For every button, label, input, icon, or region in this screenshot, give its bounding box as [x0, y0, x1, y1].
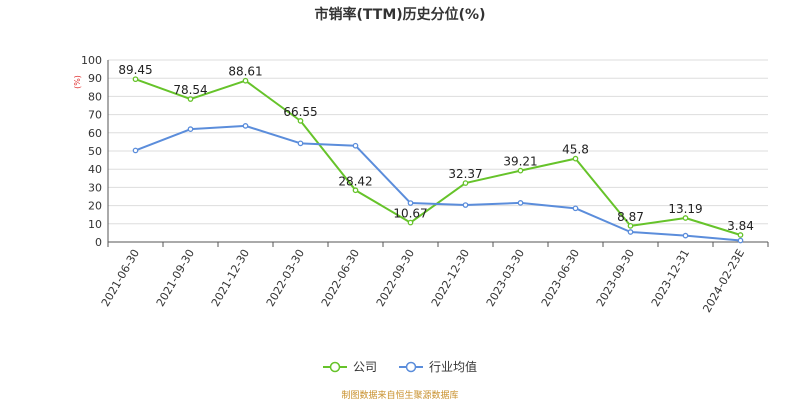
- grid-lines: [108, 59, 768, 225]
- y-tick-label: 70: [88, 109, 102, 122]
- series-point-1: [462, 202, 469, 208]
- series-point-0: [352, 187, 359, 194]
- x-tick-label: 2022-06-30: [319, 247, 362, 309]
- y-tick-label: 100: [81, 54, 102, 67]
- x-tick-label: 2022-12-30: [429, 247, 472, 309]
- series-point-0: [132, 76, 139, 83]
- series-line-1: [135, 124, 741, 242]
- y-tick-label: 0: [95, 236, 102, 249]
- data-label: 32.37: [448, 167, 482, 181]
- y-tick-label: 10: [88, 218, 102, 231]
- series-line-0: [135, 78, 741, 236]
- series-point-1: [187, 126, 194, 133]
- y-tick-label: 40: [88, 163, 102, 176]
- series-point-1: [132, 147, 139, 154]
- legend-item-company[interactable]: 公司: [322, 358, 377, 375]
- x-tick-label: 2021-06-30: [99, 247, 142, 309]
- x-tick-label: 2023-06-30: [539, 247, 582, 309]
- series-point-0: [737, 232, 744, 238]
- series-point-0: [242, 77, 249, 84]
- x-tick-label: 2023-09-30: [594, 247, 637, 309]
- y-axis-unit: (%): [73, 75, 82, 89]
- legend-company-icon: [322, 361, 347, 372]
- data-label: 88.61: [228, 65, 262, 79]
- series-point-1: [517, 200, 524, 206]
- legend-industry-icon: [399, 361, 423, 372]
- data-label: 10.67: [393, 207, 427, 221]
- data-label: 8.87: [617, 210, 644, 224]
- y-tick-label: 80: [88, 90, 102, 103]
- x-tick-label: 2023-12-31: [649, 247, 692, 309]
- data-label: 28.42: [338, 174, 372, 188]
- data-label: 13.19: [668, 202, 702, 216]
- x-tick-label: 2023-03-30: [484, 247, 527, 309]
- series-layer: [132, 76, 744, 244]
- series-point-0: [517, 167, 524, 174]
- data-label: 89.45: [118, 63, 152, 77]
- data-label: 39.21: [503, 155, 537, 169]
- series-point-0: [187, 96, 194, 102]
- data-labels: 89.45 78.54 88.61 66.55 28.42 10.67 32.37 39.21…: [118, 63, 754, 233]
- series-point-1: [627, 229, 634, 235]
- series-point-1: [737, 237, 744, 244]
- y-tick-label: 30: [88, 181, 102, 194]
- y-tick-label: 20: [88, 200, 102, 213]
- data-label: 45.8: [562, 143, 589, 157]
- y-tick-label: 90: [88, 72, 102, 85]
- series-point-1: [407, 200, 414, 206]
- legend-item-industry[interactable]: 行业均值: [399, 358, 477, 375]
- y-tick-label: 50: [88, 145, 102, 158]
- data-label: 78.54: [173, 83, 207, 97]
- legend-label-industry: 行业均值: [429, 360, 478, 374]
- chart-title: 市销率(TTM)历史分位(%): [314, 7, 486, 23]
- series-point-0: [572, 155, 579, 162]
- x-tick-label: 2022-09-30: [374, 247, 417, 309]
- series-point-1: [682, 232, 689, 239]
- series-point-0: [297, 118, 304, 124]
- series-point-0: [627, 223, 634, 229]
- y-tick-label: 60: [88, 127, 102, 140]
- x-tick-label: 2021-09-30: [154, 247, 197, 309]
- series-point-0: [682, 215, 689, 221]
- legend-label-company: 公司: [352, 360, 377, 374]
- series-point-0: [462, 180, 469, 186]
- data-label: 3.84: [727, 219, 754, 233]
- x-tick-label: 2024-02-23E: [700, 247, 747, 315]
- series-point-0: [407, 219, 414, 226]
- data-label: 66.55: [283, 105, 317, 119]
- x-tick-label: 2021-12-30: [209, 247, 252, 309]
- x-tick-label: 2022-03-30: [264, 247, 307, 309]
- source-note: 制图数据来自恒生聚源数据库: [341, 391, 459, 401]
- series-point-1: [572, 205, 579, 212]
- legend: 公司 行业均值: [0, 358, 800, 375]
- series-point-1: [242, 123, 249, 129]
- series-point-1: [297, 140, 304, 147]
- series-point-1: [352, 142, 359, 149]
